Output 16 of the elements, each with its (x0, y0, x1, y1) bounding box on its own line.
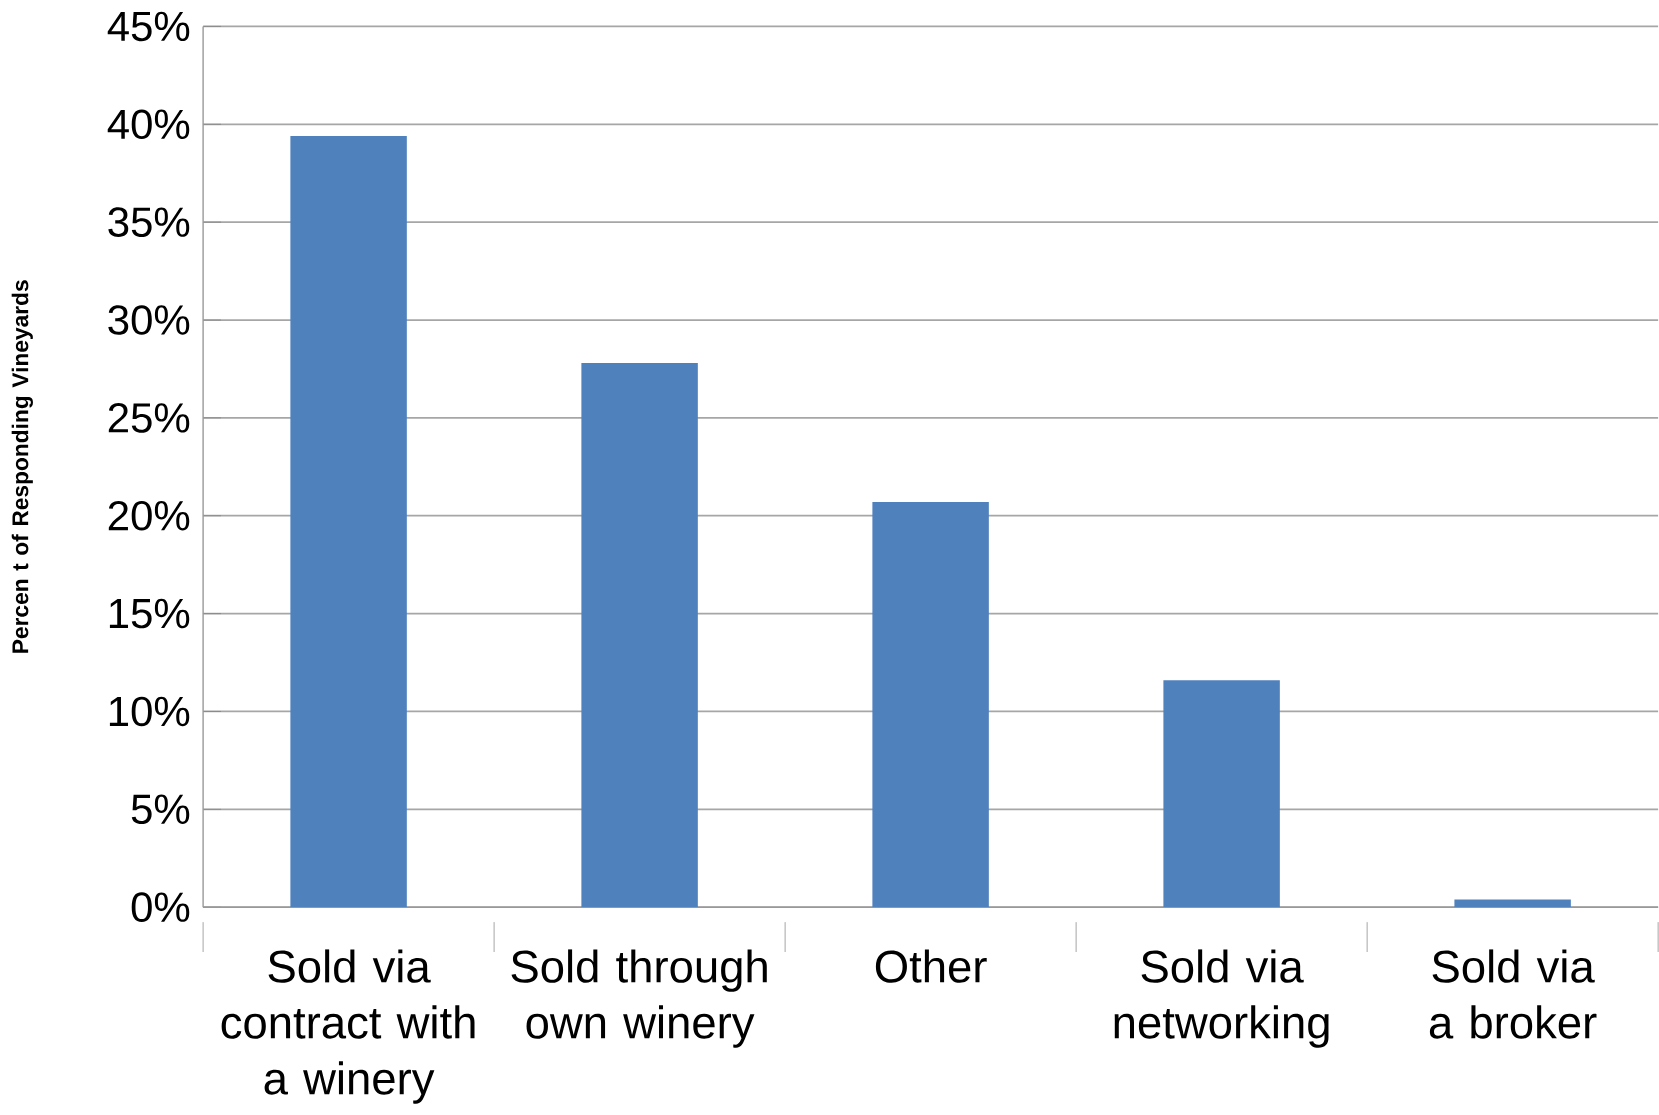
x-tick-label: Other (875, 949, 987, 983)
y-tick-label: 10% (109, 696, 190, 727)
y-tick-label: 30% (108, 304, 190, 335)
y-tick-label: 35% (108, 207, 190, 237)
y-tick-label: 45% (107, 11, 190, 41)
y-tick-label: 5% (131, 794, 190, 824)
y-tick-label: 25% (108, 402, 190, 433)
y-tick-label: 40% (107, 109, 190, 139)
y-tick-label: 20% (108, 500, 190, 531)
x-tick-label: Sold via networking (1114, 949, 1329, 1048)
y-tick-label: 15% (109, 598, 190, 629)
x-tick-label: Sold through own winery (511, 949, 767, 1048)
y-tick-label: 0% (131, 892, 190, 922)
y-axis-title: Percen t of Responding Vineyards (11, 280, 33, 653)
x-tick-label: Sold via contract with a winery (221, 949, 475, 1104)
x-tick-label: Sold via a broker (1429, 949, 1597, 1039)
